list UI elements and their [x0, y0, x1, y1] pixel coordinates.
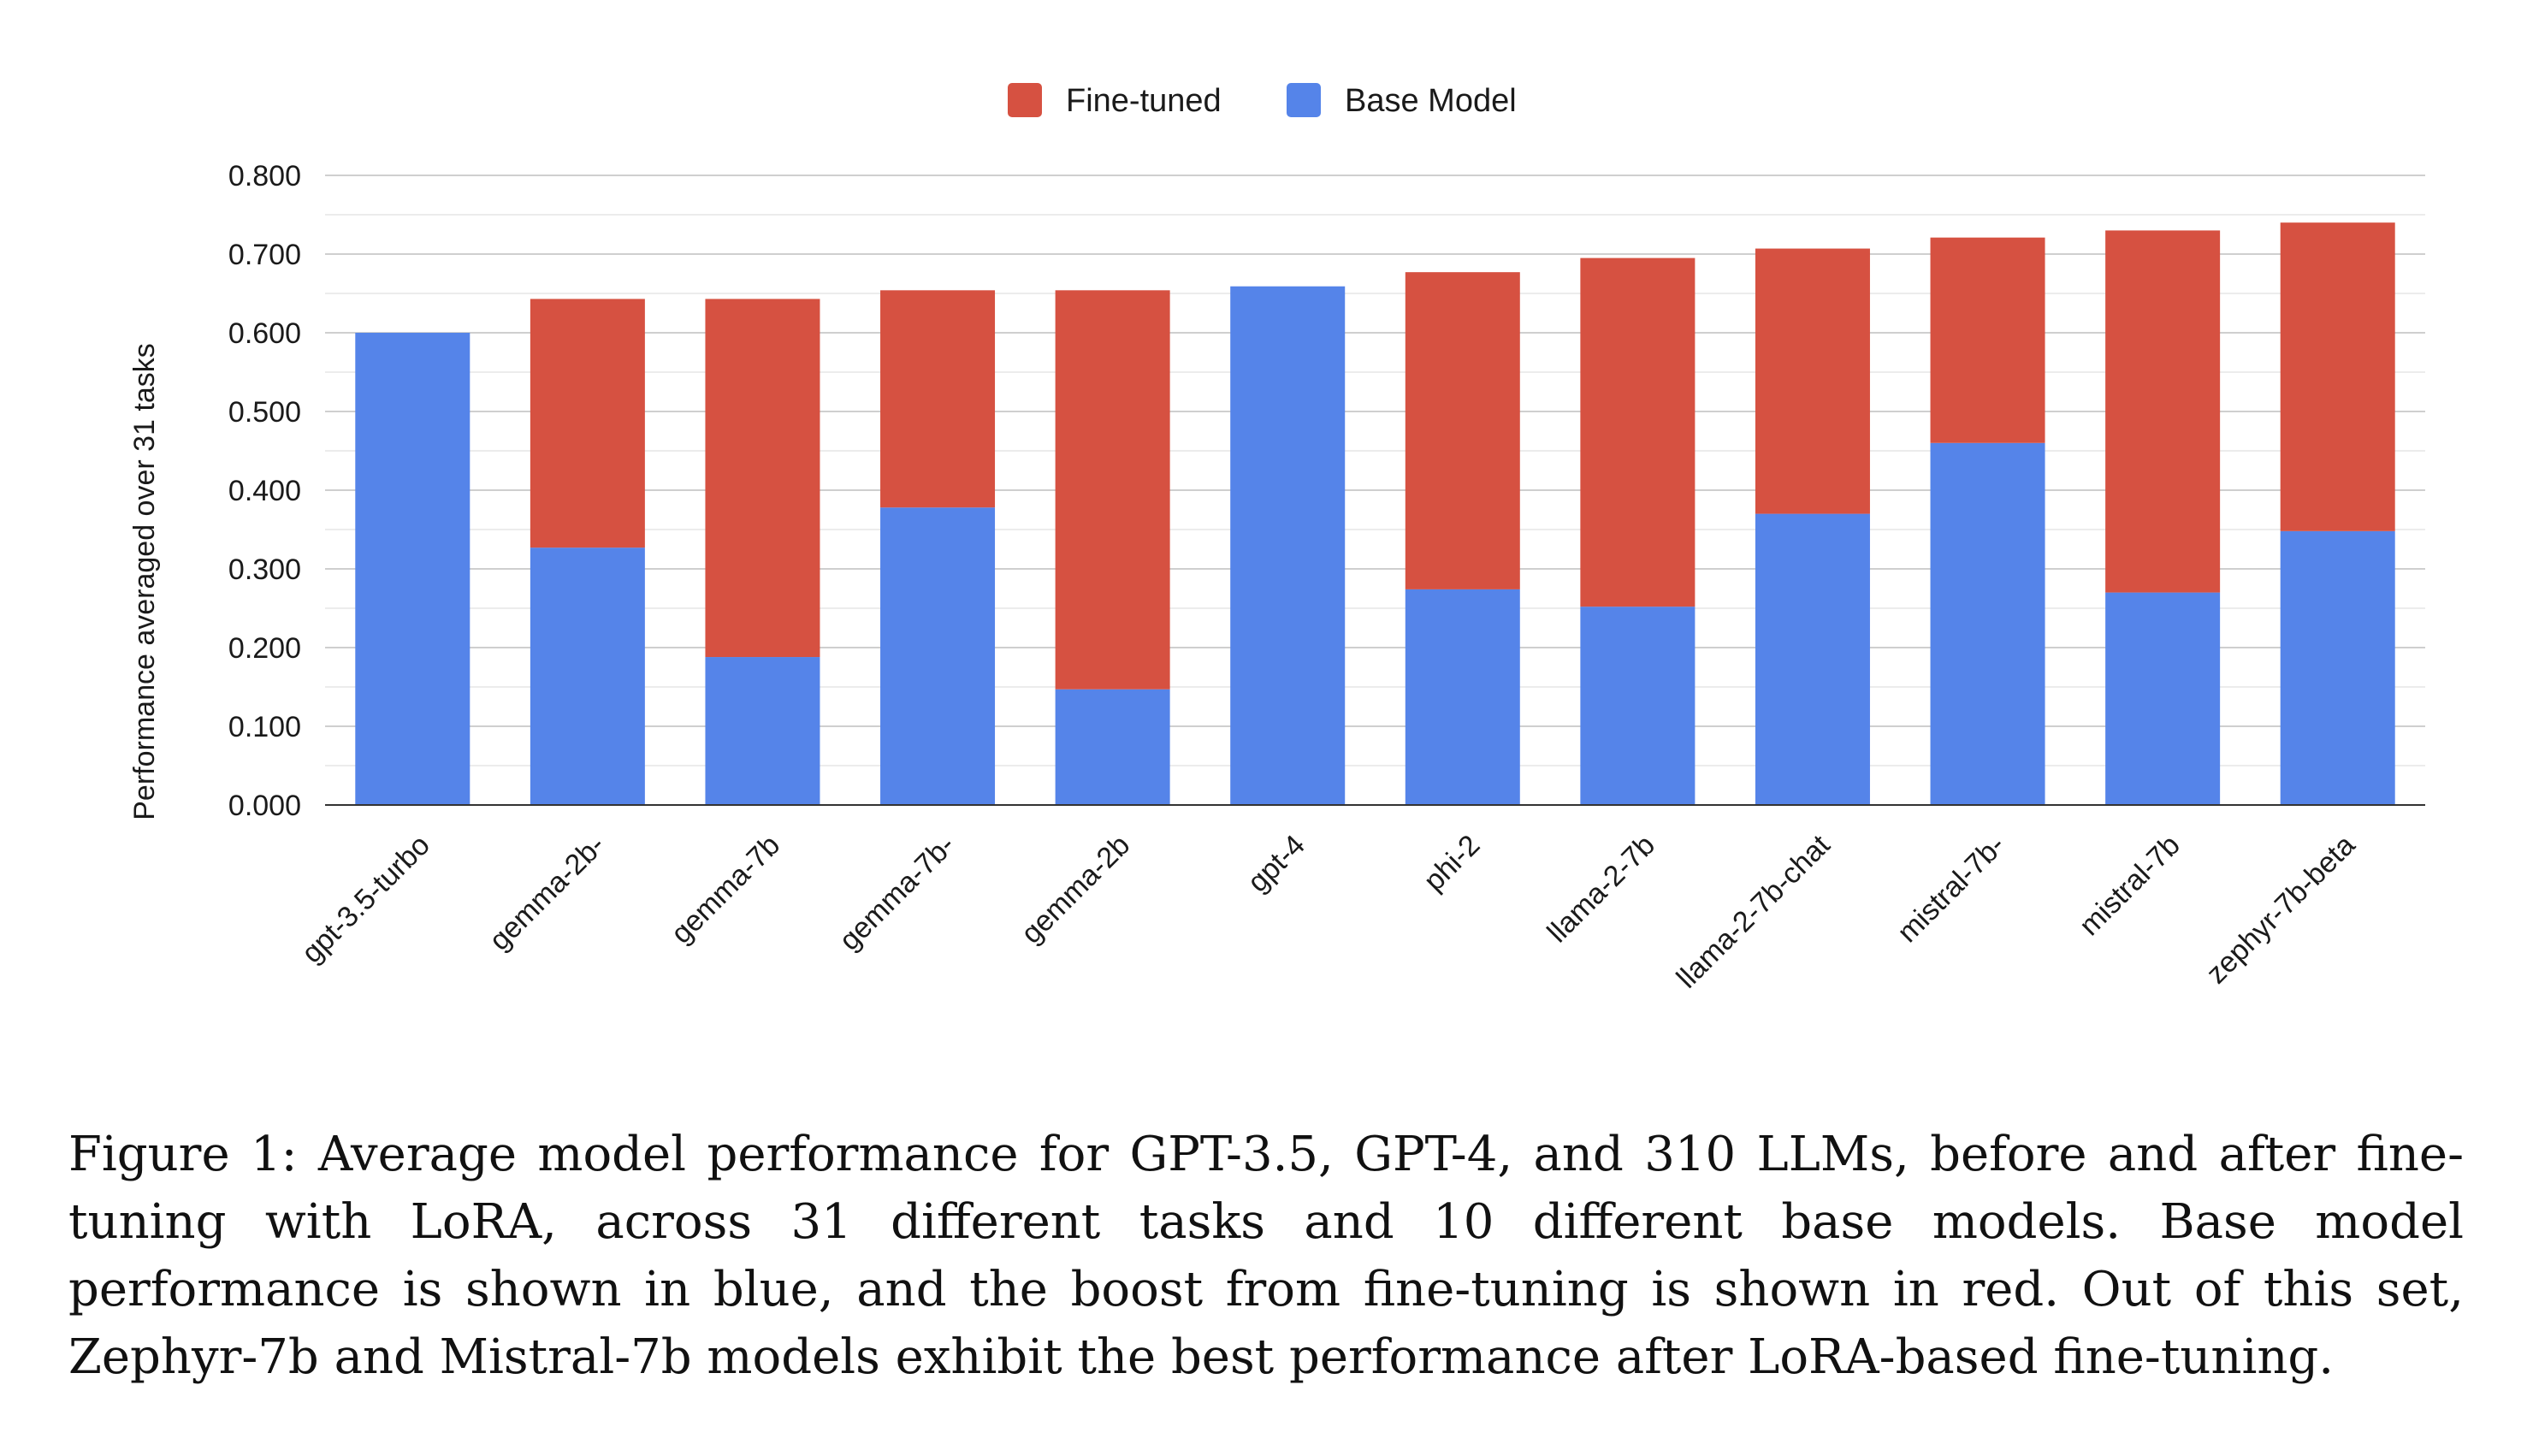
bar-fine-tuned: [705, 299, 820, 658]
x-tick-label: gemma-7b-: [833, 829, 962, 957]
bar-base-model: [1930, 442, 2045, 805]
stacked-bar-chart: Fine-tuned Base Model 0.000 0.100 0.200 0.3…: [128, 83, 2425, 995]
bar-base-model: [530, 547, 645, 805]
legend-label-fine-tuned: Fine-tuned: [1066, 83, 1222, 119]
bar-fine-tuned: [1930, 237, 2045, 443]
bar-fine-tuned: [880, 290, 996, 508]
bar-base-model: [355, 333, 470, 805]
bar-base-model: [1230, 286, 1346, 806]
y-tick-label: 0.300: [228, 553, 301, 586]
x-tick-label: gpt-3.5-turbo: [295, 829, 436, 970]
y-tick-label: 0.000: [228, 790, 301, 822]
bar-fine-tuned: [1405, 272, 1520, 589]
x-tick-label: zephyr-7b-beta: [2200, 829, 2362, 991]
x-tick-label: gemma-7b: [665, 829, 786, 950]
legend: Fine-tuned Base Model: [1008, 83, 1517, 119]
bar-base-model: [705, 657, 820, 805]
y-tick-label: 0.200: [228, 632, 301, 665]
bar-base-model: [1405, 589, 1520, 805]
x-tick-label: gpt-4: [1241, 829, 1311, 899]
x-tick-label: gemma-2b: [1015, 829, 1136, 950]
x-tick-label: mistral-7b-: [1891, 829, 2011, 949]
x-tick-label: mistral-7b: [2073, 829, 2186, 942]
y-axis-ticks: 0.000 0.100 0.200 0.300 0.400 0.500 0.600 0.700…: [228, 160, 301, 822]
bar-fine-tuned: [1580, 257, 1696, 607]
legend-label-base-model: Base Model: [1345, 83, 1517, 119]
bar-fine-tuned: [1055, 290, 1170, 690]
y-tick-label: 0.700: [228, 239, 301, 271]
y-tick-label: 0.500: [228, 396, 301, 429]
bar-base-model: [880, 507, 996, 805]
bar-base-model: [2105, 592, 2221, 805]
figure-caption: Figure 1: Average model performance for …: [68, 1127, 2464, 1385]
bar-fine-tuned: [2280, 222, 2395, 531]
bar-base-model: [2280, 530, 2395, 805]
bars: [355, 222, 2395, 806]
y-axis-title: Performance averaged over 31 tasks: [128, 343, 161, 820]
x-axis-ticks: gpt-3.5-turbo gemma-2b-gemma-7b gemma-7b-g…: [295, 828, 2361, 994]
bar-base-model: [1580, 607, 1696, 805]
x-tick-label: llama-2-7b: [1542, 829, 1661, 949]
legend-swatch-base-model: [1287, 83, 1321, 117]
x-tick-label: gemma-2b-: [483, 829, 612, 957]
y-tick-label: 0.800: [228, 160, 301, 192]
x-tick-label: phi-2: [1417, 829, 1486, 897]
y-tick-label: 0.600: [228, 317, 301, 350]
bar-base-model: [1755, 513, 1870, 805]
bar-fine-tuned: [1755, 248, 1870, 514]
gridlines: [325, 175, 2425, 766]
bar-fine-tuned: [2105, 230, 2221, 593]
bar-base-model: [1055, 689, 1170, 805]
bar-fine-tuned: [530, 299, 645, 548]
y-tick-label: 0.400: [228, 475, 301, 507]
legend-swatch-fine-tuned: [1008, 83, 1042, 117]
y-tick-label: 0.100: [228, 711, 301, 743]
x-tick-label: llama-2-7b-chat: [1671, 828, 1837, 994]
